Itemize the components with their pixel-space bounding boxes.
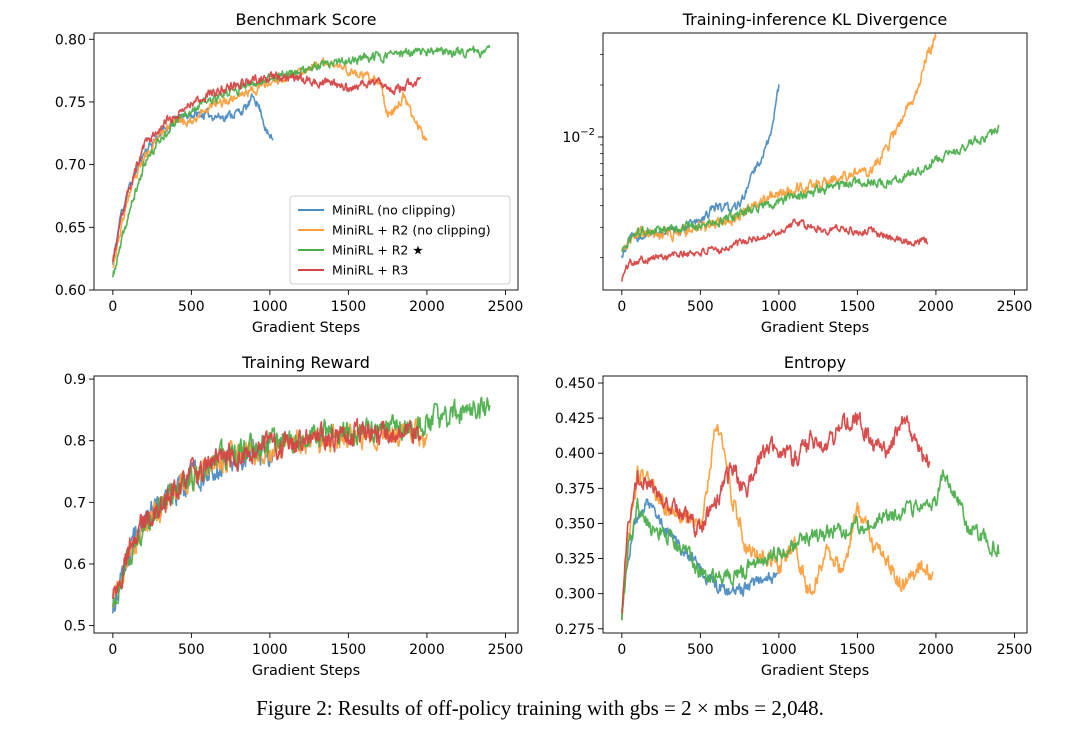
- chart-entropy: Entropy 0 500 1000 1500 2000 2500 0.275 0.300 0.3…: [555, 353, 1032, 679]
- y-tick-label: 0.275: [555, 622, 595, 638]
- series-line: [621, 124, 1000, 253]
- series-line: [621, 469, 1000, 621]
- x-tick-label: 0: [108, 642, 117, 658]
- x-tick-label: 2000: [409, 642, 445, 658]
- x-tick-label: 500: [687, 299, 714, 315]
- x-tick-label: 0: [108, 299, 117, 315]
- series-line: [112, 417, 422, 599]
- series-line: [621, 33, 937, 252]
- x-tick-label: 1000: [252, 642, 288, 658]
- x-axis-label: Gradient Steps: [252, 320, 360, 336]
- series-line: [112, 44, 491, 278]
- legend-box: [289, 195, 511, 285]
- legend-label: MiniRL (no clipping): [332, 203, 456, 218]
- series-line: [621, 411, 931, 614]
- y-tick-label: 0.375: [555, 481, 595, 497]
- series-group: [621, 33, 1000, 282]
- series-line: [112, 93, 274, 265]
- x-tick-label: 1500: [840, 299, 876, 315]
- y-tick-label: 0.9: [64, 372, 86, 388]
- x-tick-label: 0: [617, 642, 626, 658]
- x-tick-label: 500: [687, 642, 714, 658]
- figure-caption: Figure 2: Results of off-policy training…: [256, 696, 824, 720]
- x-tick-label: 2500: [997, 642, 1033, 658]
- x-tick-label: 2500: [488, 299, 524, 315]
- x-tick-label: 1500: [840, 642, 876, 658]
- x-tick-label: 2000: [409, 299, 445, 315]
- y-tick-label: 0.75: [55, 95, 86, 111]
- legend: MiniRL (no clipping) MiniRL + R2 (no clip…: [289, 195, 511, 285]
- y-tick-label: 0.80: [55, 32, 86, 48]
- x-tick-label: 1000: [252, 299, 288, 315]
- chart-benchmark: Benchmark Score 0 500 1000 1500 2000 2500 0.60 0…: [55, 10, 523, 336]
- x-tick-label: 1000: [761, 299, 797, 315]
- y-tick-label: 10−2: [562, 127, 595, 146]
- y-tick-label: 0.60: [55, 283, 86, 299]
- series-line: [621, 218, 929, 282]
- x-tick-label: 2500: [488, 642, 524, 658]
- y-tick-label: 0.5: [64, 619, 86, 635]
- legend-label: MiniRL + R2 ★: [332, 243, 424, 258]
- x-axis-label: Gradient Steps: [252, 663, 360, 679]
- y-tick-label: 0.400: [555, 446, 595, 462]
- x-tick-label: 1500: [331, 299, 367, 315]
- axes-frame: [93, 375, 519, 634]
- x-tick-label: 2000: [918, 642, 954, 658]
- x-axis-label: Gradient Steps: [761, 663, 869, 679]
- series-group: [621, 411, 1000, 621]
- chart-reward: Training Reward 0 500 1000 1500 2000 2500 0.5 0.…: [64, 353, 524, 679]
- y-tick-label: 0.8: [64, 434, 86, 450]
- chart-title: Training-inference KL Divergence: [682, 10, 948, 29]
- y-tick-label: 0.425: [555, 411, 595, 427]
- x-tick-label: 2000: [918, 299, 954, 315]
- y-tick-label: 0.325: [555, 552, 595, 568]
- x-tick-label: 500: [178, 299, 205, 315]
- x-tick-label: 1500: [331, 642, 367, 658]
- x-tick-label: 1000: [761, 642, 797, 658]
- y-tick-label: 0.65: [55, 220, 86, 236]
- y-tick-label: 0.6: [64, 557, 86, 573]
- axes-frame: [602, 375, 1028, 634]
- legend-label: MiniRL + R3: [332, 263, 408, 278]
- chart-title: Benchmark Score: [235, 10, 376, 29]
- y-tick-label: 0.70: [55, 158, 86, 174]
- x-tick-label: 0: [617, 299, 626, 315]
- series-group: [112, 44, 491, 278]
- x-axis-label: Gradient Steps: [761, 320, 869, 336]
- chart-title: Entropy: [784, 353, 846, 372]
- series-line: [621, 423, 934, 620]
- series-group: [112, 396, 491, 614]
- y-tick-label: 0.450: [555, 376, 595, 392]
- series-line: [112, 71, 422, 262]
- x-tick-label: 2500: [997, 299, 1033, 315]
- x-tick-label: 500: [178, 642, 205, 658]
- y-tick-label: 0.7: [64, 495, 86, 511]
- chart-kl: Training-inference KL Divergence 0 500 1000…: [562, 10, 1032, 336]
- legend-label: MiniRL + R2 (no clipping): [332, 223, 491, 238]
- chart-title: Training Reward: [241, 353, 370, 372]
- axes-frame: [602, 32, 1028, 291]
- axes-frame: [93, 32, 519, 291]
- y-tick-label: 0.300: [555, 587, 595, 603]
- y-tick-label: 0.350: [555, 516, 595, 532]
